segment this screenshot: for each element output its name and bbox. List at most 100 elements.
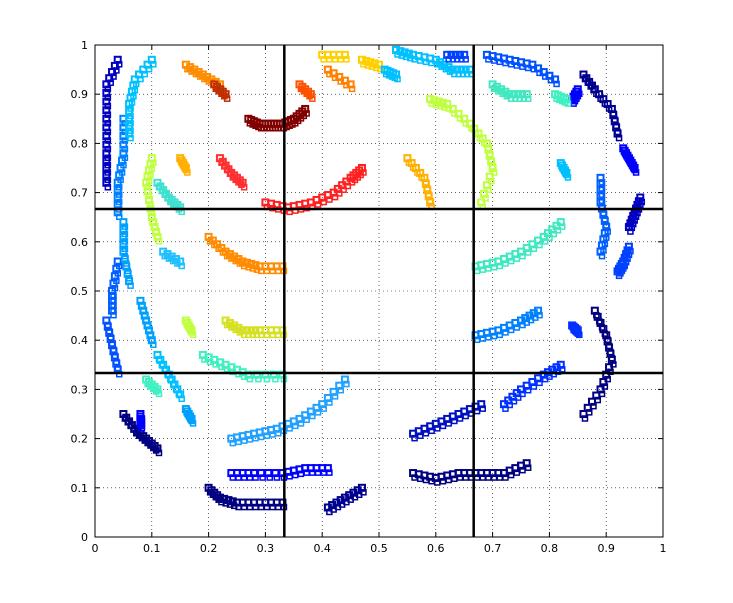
data-point [579,410,588,418]
cluster-c13 [471,306,543,344]
data-point [445,105,452,112]
data-point [488,177,495,185]
data-point [108,301,117,310]
data-point [443,100,452,109]
data-point [344,182,352,190]
x-tick-label: 0 [92,542,99,555]
data-point [502,474,509,481]
data-point [102,132,111,141]
data-point [181,164,190,172]
data-point [155,238,163,245]
data-point [457,65,466,74]
data-point [562,168,571,177]
cluster-c24 [488,80,532,102]
data-point [147,213,156,222]
data-point [187,326,196,335]
data-point [550,230,557,238]
data-point [541,238,549,245]
data-point [125,129,134,138]
data-point [559,223,566,230]
y-tick-label: 0.7 [71,187,89,200]
data-point [524,386,532,394]
data-point [524,249,532,256]
data-point [505,90,514,99]
x-tick-label: 0.7 [484,542,502,555]
data-point [400,48,409,57]
data-point [102,156,111,165]
data-point [119,140,128,149]
data-point [176,257,185,266]
data-point [513,324,521,331]
cluster-c50 [556,159,572,181]
data-point [585,409,593,416]
data-point [104,85,112,93]
data-point [426,95,435,104]
data-point [189,331,197,339]
cluster-c7 [227,464,333,481]
data-point [320,405,327,412]
data-point [564,100,572,107]
data-point [148,209,156,217]
data-point [113,193,122,202]
data-point [340,375,349,384]
y-tick-label: 0.9 [71,88,89,101]
data-point [604,228,611,235]
data-point [115,213,123,221]
data-point [266,474,273,481]
data-point [343,56,350,63]
x-tick-label: 0.3 [257,542,275,555]
data-point [522,90,531,99]
cluster-c10 [409,400,486,442]
data-point [113,67,120,74]
data-point [215,493,224,502]
data-point [439,422,447,430]
data-point [153,385,162,394]
cluster-c39 [210,80,231,102]
x-tick-label: 1 [660,542,667,555]
data-point [152,227,161,236]
data-point [331,74,339,82]
data-point [370,59,379,68]
data-point [102,140,111,149]
data-point [392,70,401,79]
cluster-c25 [482,50,560,88]
data-point [588,397,596,406]
cluster-c20 [619,144,640,176]
data-point [454,109,463,118]
data-point [113,186,122,195]
data-point [360,169,367,176]
x-tick-label: 0.6 [427,542,445,555]
data-point [337,386,344,394]
data-point [259,474,266,481]
data-point [238,178,247,187]
data-point [139,306,148,315]
data-point [102,106,111,115]
data-point [627,228,634,235]
data-point [443,50,452,59]
data-point [326,196,333,203]
data-point [252,474,259,481]
cluster-c4 [221,316,288,339]
data-point [456,415,464,422]
data-point [524,464,532,471]
data-point [360,489,367,496]
data-point [102,171,111,180]
cluster-c30 [119,218,134,289]
data-point [309,412,316,420]
data-point [110,73,117,80]
x-tick-label: 0.8 [541,542,559,555]
cluster-c35 [119,410,163,457]
data-point [250,469,259,478]
data-point [340,186,347,193]
data-point [306,90,315,99]
cluster-c23 [392,45,475,78]
data-point [329,387,338,396]
data-point [518,90,527,99]
data-point [104,145,112,153]
data-point [434,425,441,432]
data-point [417,432,424,439]
x-tick-label: 0.5 [370,542,388,555]
data-point [115,171,124,180]
data-point [426,198,435,207]
data-point [242,258,251,267]
